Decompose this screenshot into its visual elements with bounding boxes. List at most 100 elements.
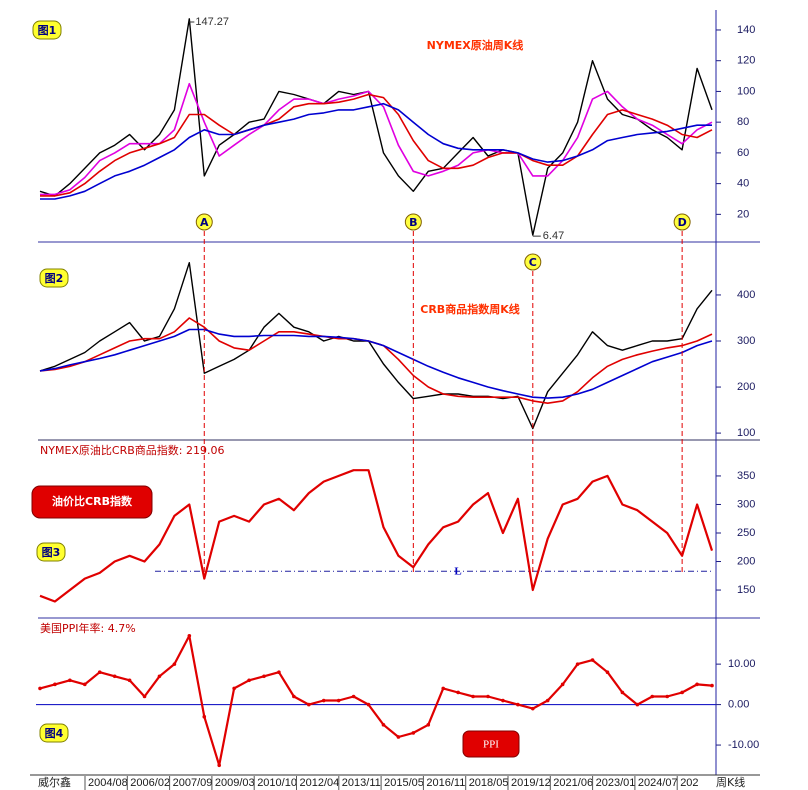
period-label: 周K线 (716, 775, 745, 789)
data-point (635, 702, 640, 707)
data-point (202, 714, 207, 719)
data-point (112, 674, 117, 679)
y-tick-label: 200 (737, 381, 755, 393)
panel-badge (36, 542, 66, 562)
y-tick-label: -10.00 (728, 739, 759, 751)
data-point (516, 702, 520, 707)
event-badge (673, 213, 691, 231)
data-point (665, 694, 669, 699)
data-point (277, 670, 281, 675)
data-point (411, 731, 416, 735)
data-line (39, 634, 713, 767)
panel-title: NYMEX原油周K线 (427, 38, 524, 52)
x-tick-label: 202 (680, 777, 698, 789)
data-point (187, 634, 192, 638)
data-line (40, 93, 713, 197)
y-tick-label: 250 (737, 527, 755, 539)
y-tick-label: 60 (737, 147, 749, 159)
data-point (336, 698, 341, 703)
y-tick-label: 300 (737, 335, 755, 347)
data-point (531, 706, 535, 711)
value-annotation: 6.47 (543, 230, 564, 242)
data-point (83, 682, 87, 687)
data-point (441, 686, 446, 691)
data-point (157, 674, 162, 679)
y-tick-label: 10.00 (728, 658, 756, 670)
data-point (471, 694, 475, 699)
data-point (695, 682, 699, 687)
x-tick-label: 2021/06 (553, 777, 593, 789)
event-badge (524, 253, 542, 271)
heading-box (31, 485, 153, 519)
data-point (710, 683, 714, 688)
event-label: A (200, 216, 209, 229)
event-label: C (529, 256, 537, 269)
data-point (262, 674, 266, 679)
data-line (39, 328, 713, 399)
event-label: B (409, 216, 417, 229)
reference-label: L (454, 566, 461, 578)
x-tick-label: 2012/04 (300, 777, 340, 789)
data-line (40, 102, 712, 200)
y-tick-label: 40 (737, 178, 749, 190)
y-tick-label: 140 (737, 24, 755, 36)
data-point (575, 662, 580, 666)
data-point (605, 670, 610, 675)
panel-title: NYMEX原油比CRB商品指数: 219.06 (40, 443, 225, 457)
data-point (53, 682, 57, 687)
panel-title: 美国PPI年率: 4.7% (40, 621, 136, 635)
data-point (172, 662, 177, 666)
data-point (38, 686, 42, 691)
data-point (307, 702, 311, 707)
data-point (321, 698, 326, 703)
x-tick-label: 2010/10 (257, 777, 297, 789)
data-point (68, 678, 72, 683)
x-tick-label: 2004/08 (88, 777, 128, 789)
event-label: D (678, 216, 687, 229)
data-point (366, 702, 371, 707)
y-tick-label: 350 (737, 470, 755, 482)
x-tick-label: 2018/05 (469, 777, 509, 789)
data-point (560, 682, 565, 687)
panel-badge (32, 20, 62, 40)
panel-title: CRB商品指数周K线 (420, 302, 519, 316)
data-point (486, 694, 490, 699)
panel-label: 图1 (38, 24, 57, 37)
data-point (590, 658, 595, 662)
x-tick-label: 2006/02 (130, 777, 170, 789)
x-tick-label: 2019/12 (511, 777, 551, 789)
data-point (97, 670, 102, 675)
data-point (501, 698, 505, 703)
data-line (39, 469, 714, 603)
y-tick-label: 300 (737, 498, 755, 510)
panel-label: 图2 (45, 272, 64, 285)
x-tick-label: 2023/01 (596, 777, 636, 789)
data-point (680, 690, 684, 695)
data-line (40, 82, 713, 196)
data-line (39, 18, 713, 236)
data-point (247, 678, 251, 683)
heading-box (462, 730, 520, 758)
heading: 油价比CRB指数 (52, 494, 133, 508)
data-point (650, 694, 655, 699)
data-point (217, 763, 221, 768)
data-point (127, 678, 132, 683)
panel-badge (39, 268, 69, 288)
y-tick-label: 100 (737, 427, 755, 439)
value-annotation: 147.27 (195, 16, 229, 28)
data-point (456, 690, 460, 695)
data-point (426, 723, 431, 727)
x-tick-label: 2007/09 (173, 777, 213, 789)
y-tick-label: 20 (737, 208, 749, 220)
data-point (545, 698, 550, 703)
x-tick-label: 2009/03 (215, 777, 255, 789)
source-label: 威尔鑫 (38, 775, 71, 789)
panel-label: 图4 (45, 727, 64, 740)
x-tick-label: 2013/11 (342, 777, 381, 789)
panel-label: 图3 (42, 546, 61, 559)
y-tick-label: 400 (737, 289, 755, 301)
data-point (232, 686, 236, 691)
data-point (396, 735, 401, 739)
